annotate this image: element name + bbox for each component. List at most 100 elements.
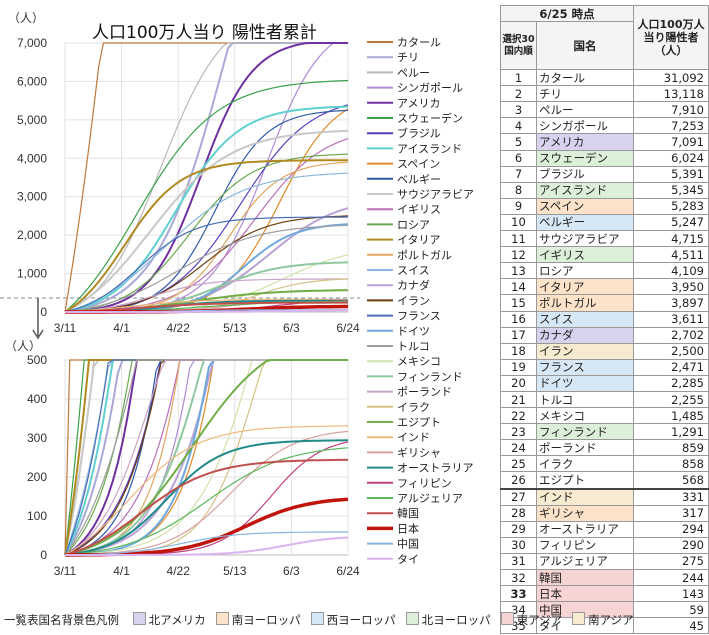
- region-legend-name: 南アジア: [588, 613, 634, 627]
- rank-cell: 23: [500, 423, 537, 441]
- country-cell: シンガポール: [536, 117, 634, 135]
- value-cell: 5,247: [633, 213, 709, 232]
- table-row: 32 韓国 244: [500, 568, 709, 587]
- legend-label: アメリカ: [397, 97, 440, 110]
- bottom-series-line: [64, 447, 349, 556]
- legend-label: チリ: [397, 51, 419, 64]
- value-cell: 31,092: [633, 69, 709, 87]
- legend-label: メキシコ: [397, 355, 441, 368]
- rank-cell: 2: [500, 85, 537, 103]
- rank-cell: 31: [500, 552, 537, 571]
- bottom-x-tick-label: 5/13: [223, 564, 247, 578]
- value-cell: 143: [633, 585, 709, 603]
- top-y-tick-label: 7,000: [17, 36, 47, 50]
- top-series-line: [64, 278, 348, 313]
- legend-label: スウェーデン: [397, 111, 463, 125]
- legend-label: イタリア: [397, 234, 441, 247]
- table-row: 25 イラク 858: [500, 455, 709, 473]
- rank-cell: 21: [500, 390, 537, 409]
- region-legend-name: 南ヨーロッパ: [231, 613, 301, 627]
- country-cell: アルジェリア: [536, 552, 634, 571]
- top-series-line: [64, 42, 348, 313]
- country-cell: ロシア: [536, 262, 634, 280]
- rank-cell: 10: [500, 213, 537, 232]
- table-name-header: 国名: [536, 21, 634, 71]
- country-cell: ポーランド: [536, 439, 634, 457]
- top-series-line: [64, 153, 349, 313]
- legend-label: エジプト: [397, 416, 441, 429]
- region-legend-name: 北アメリカ: [148, 613, 206, 627]
- bottom-x-tick-label: 6/3: [283, 564, 300, 578]
- legend-label: アルジェリア: [397, 492, 463, 505]
- rank-cell: 26: [500, 471, 537, 490]
- top-series-line: [64, 42, 348, 313]
- value-cell: 7,910: [633, 101, 709, 119]
- top-series-line: [64, 298, 348, 313]
- legend-label: ポーランド: [397, 386, 452, 399]
- top-y-tick-label: 6,000: [17, 74, 47, 88]
- country-cell: スイス: [536, 310, 634, 328]
- rank-cell: 20: [500, 374, 537, 392]
- bottom-series-line: [65, 536, 349, 556]
- bottom-series-line: [64, 458, 349, 556]
- country-cell: スペイン: [536, 197, 634, 215]
- region-swatch: [405, 612, 419, 625]
- rank-cell: 9: [500, 197, 537, 215]
- country-cell: ベルギー: [536, 213, 634, 232]
- country-cell: カタール: [536, 69, 634, 87]
- table-row: 22 メキシコ 1,485: [500, 407, 709, 425]
- table-row: 21 トルコ 2,255: [500, 390, 709, 409]
- top-series-line: [64, 159, 348, 313]
- value-cell: 275: [633, 552, 709, 571]
- chart-title: 人口100万人当り 陽性者累計: [92, 23, 317, 43]
- country-cell: ギリシャ: [536, 504, 634, 522]
- table-row: 20 ドイツ 2,285: [500, 374, 709, 392]
- table-row: 31 アルジェリア 275: [500, 552, 709, 571]
- top-x-tick-label: 5/13: [223, 321, 247, 335]
- legend-label: ポルトガル: [397, 249, 452, 262]
- table-rank-header: 選択30国内順: [500, 21, 537, 71]
- top-y-tick-label: 0: [40, 305, 47, 319]
- table-row: 30 フィリピン 290: [500, 536, 709, 554]
- table-row: 2 チリ 13,118: [500, 85, 709, 103]
- country-cell: カナダ: [536, 326, 634, 344]
- table-row: 16 スイス 3,611: [500, 310, 709, 328]
- top-series-line: [64, 161, 349, 313]
- value-cell: 858: [633, 455, 709, 473]
- top-series-line: [64, 216, 349, 313]
- country-cell: ポルトガル: [536, 294, 634, 312]
- legend-label: オーストラリア: [397, 462, 473, 475]
- rank-cell: 4: [500, 117, 537, 135]
- bottom-series-line: [64, 439, 349, 556]
- top-x-tick-label: 4/1: [113, 321, 130, 335]
- top-y-unit: （人）: [8, 11, 44, 25]
- country-cell: フィリピン: [536, 536, 634, 554]
- value-cell: 859: [633, 439, 709, 457]
- value-cell: 331: [633, 487, 709, 506]
- top-series-line: [64, 105, 349, 313]
- legend-label: シンガポール: [397, 82, 463, 95]
- series-legend: カタールチリペルーシンガポールアメリカスウェーデンブラジルアイスランドスペインベ…: [367, 36, 474, 566]
- bottom-y-tick-label: 400: [27, 392, 47, 406]
- bottom-x-tick-label: 4/1: [113, 564, 130, 578]
- value-cell: 6,024: [633, 149, 709, 167]
- ranking-table: 6/25 時点 人口100万人当り陽性者（人） 選択30国内順 国名 1 カタール…: [500, 4, 709, 635]
- bottom-x-tick-label: 6/24: [336, 564, 360, 578]
- top-y-tick-label: 2,000: [17, 228, 47, 242]
- value-cell: 2,702: [633, 326, 709, 344]
- legend-label: ブラジル: [397, 126, 441, 140]
- region-legend-label: 一覧表国名背景色凡例: [4, 613, 119, 627]
- table-row: 5 アメリカ 7,091: [500, 133, 709, 151]
- country-cell: ブラジル: [536, 165, 634, 183]
- table-row: 4 シンガポール 7,253: [500, 117, 709, 135]
- table-row: 11 サウジアラビア 4,715: [500, 230, 709, 248]
- top-series-line: [65, 309, 348, 313]
- legend-label: タイ: [397, 553, 419, 566]
- rank-cell: 7: [500, 165, 537, 183]
- bottom-panel-lines: [64, 359, 349, 557]
- rank-cell: 1: [500, 69, 537, 87]
- top-x-tick-label: 6/3: [283, 321, 300, 335]
- table-row: 7 ブラジル 5,391: [500, 165, 709, 183]
- legend-label: 日本: [397, 521, 419, 535]
- value-cell: 4,511: [633, 246, 709, 264]
